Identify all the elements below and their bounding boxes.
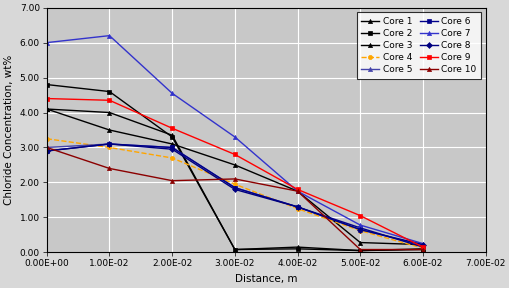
Y-axis label: Chloride Concentration, wt%: Chloride Concentration, wt% [4,55,14,205]
Core 4 [106,146,112,149]
Core 6 [169,146,175,149]
Line: Core 6: Core 6 [45,142,424,249]
Line: Core 1: Core 1 [45,107,424,253]
Core 1 [356,249,362,252]
Core 9 [294,188,300,191]
Core 3 [356,241,362,244]
Line: Core 7: Core 7 [45,33,424,246]
Core 9 [232,153,238,156]
Core 1 [106,111,112,114]
Line: Core 8: Core 8 [45,142,424,247]
Line: Core 9: Core 9 [45,96,424,249]
Core 2 [106,90,112,93]
Core 3 [169,142,175,146]
Core 9 [169,126,175,130]
Core 3 [419,243,425,246]
Core 7 [44,41,50,44]
Core 5 [44,146,50,149]
Core 6 [356,226,362,230]
Core 2 [169,135,175,139]
Core 9 [106,98,112,102]
Line: Core 10: Core 10 [45,145,424,252]
Core 10 [356,248,362,251]
Core 4 [44,137,50,141]
Core 6 [232,186,238,190]
Line: Core 2: Core 2 [45,82,424,253]
Core 3 [232,163,238,167]
Core 6 [106,142,112,146]
Core 10 [44,146,50,149]
Core 8 [232,188,238,191]
Core 2 [232,248,238,251]
Core 8 [356,228,362,231]
Core 8 [294,205,300,209]
Core 10 [169,179,175,182]
Core 5 [419,244,425,247]
Core 6 [419,245,425,249]
Core 7 [294,190,300,193]
Core 7 [106,34,112,37]
Legend: Core 1, Core 2, Core 3, Core 4, Core 5, Core 6, Core 7, Core 8, Core 9, Core 10: Core 1, Core 2, Core 3, Core 4, Core 5, … [356,12,480,79]
Line: Core 4: Core 4 [45,137,424,250]
Core 10 [106,167,112,170]
Core 4 [232,183,238,186]
Core 4 [294,207,300,210]
Core 1 [419,247,425,251]
Core 5 [106,142,112,146]
Core 10 [232,177,238,181]
Core 4 [356,229,362,232]
Core 6 [294,205,300,209]
Core 8 [419,243,425,246]
Core 10 [419,248,425,251]
Core 2 [294,247,300,251]
Core 5 [232,186,238,190]
Core 8 [106,142,112,146]
Core 4 [419,247,425,250]
Line: Core 3: Core 3 [45,107,424,247]
X-axis label: Distance, m: Distance, m [235,274,297,284]
Core 9 [356,214,362,217]
Core 9 [419,245,425,249]
Core 8 [169,147,175,151]
Core 5 [294,205,300,209]
Core 2 [419,248,425,251]
Core 2 [44,83,50,86]
Core 3 [44,107,50,111]
Core 1 [294,245,300,249]
Core 7 [232,135,238,139]
Core 10 [294,190,300,193]
Core 1 [44,107,50,111]
Core 3 [294,190,300,193]
Core 4 [169,156,175,160]
Core 2 [356,249,362,252]
Core 7 [356,223,362,227]
Core 1 [232,248,238,251]
Core 6 [44,149,50,153]
Core 1 [169,134,175,137]
Core 8 [44,149,50,153]
Core 5 [169,146,175,149]
Core 7 [419,242,425,245]
Core 3 [106,128,112,132]
Core 5 [356,228,362,231]
Line: Core 5: Core 5 [45,142,424,247]
Core 9 [44,97,50,100]
Core 7 [169,92,175,95]
